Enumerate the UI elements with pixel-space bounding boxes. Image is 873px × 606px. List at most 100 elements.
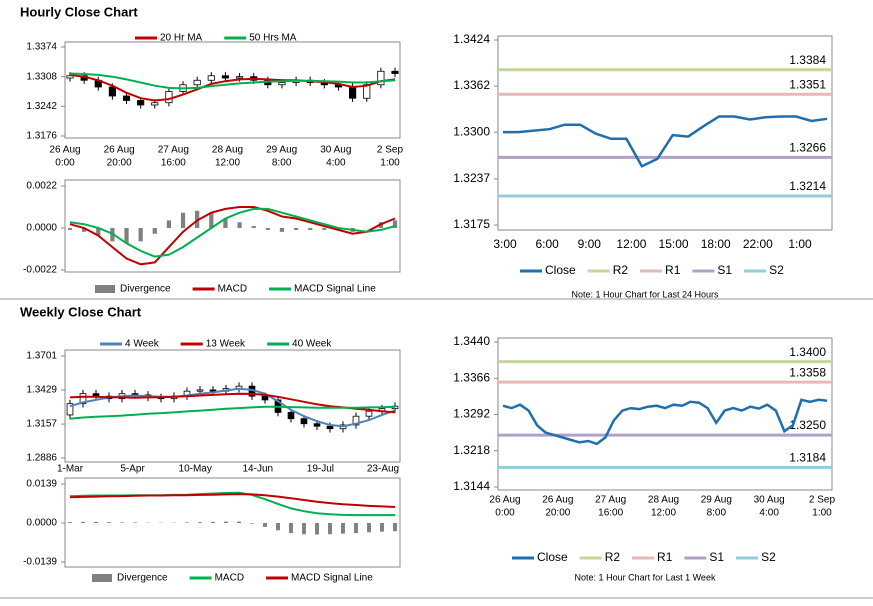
x-tick-label: 15:00: [659, 237, 689, 251]
x-tick-label: 29 Aug: [266, 145, 297, 156]
legend-label: 13 Week: [206, 339, 246, 350]
candle-body: [222, 76, 228, 78]
legend-label: S2: [761, 550, 776, 564]
divergence-bar: [198, 522, 202, 523]
y-tick-label: 1.3362: [453, 78, 490, 92]
y-tick-label: 1.3218: [453, 443, 490, 457]
candle-body: [301, 419, 307, 424]
x-tick-label: 19-Jul: [307, 464, 334, 475]
divergence-bar: [120, 522, 124, 523]
divergence-bar: [276, 523, 280, 530]
candle-body: [152, 103, 158, 105]
legend-label: MACD: [218, 284, 247, 295]
x-tick-label: 26 Aug: [489, 495, 520, 506]
divergence-bar: [139, 228, 143, 241]
candle-body: [349, 87, 355, 98]
candle-body: [123, 96, 129, 100]
legend-label: 50 Hrs MA: [249, 33, 297, 44]
legend-label: MACD: [215, 573, 244, 584]
x-tick-label: 10-May: [179, 464, 212, 475]
divergence-bar: [185, 522, 189, 523]
candle-body: [327, 426, 333, 429]
plot-frame: [65, 350, 400, 462]
x-tick-label: 12:00: [215, 158, 240, 169]
x-tick-label: 18:00: [701, 237, 731, 251]
x-tick-label: 22:00: [743, 237, 773, 251]
divergence-bar: [308, 228, 312, 230]
plot-frame: [498, 36, 832, 230]
divergence-bar: [250, 523, 254, 524]
level-label: 1.3351: [789, 77, 826, 91]
candle-body: [109, 87, 115, 96]
y-tick-label: 1.3144: [453, 479, 490, 493]
y-tick-label: 0.0000: [26, 223, 57, 234]
y-tick-label: 1.3157: [26, 419, 57, 430]
divergence-bar: [280, 228, 284, 232]
divergence-bar: [341, 523, 345, 534]
y-tick-label: 1.3237: [453, 171, 490, 185]
x-tick-label: 2 Sep: [377, 145, 404, 156]
x-tick-label: 1:00: [380, 158, 400, 169]
y-tick-label: 1.3701: [26, 351, 57, 362]
x-tick-label: 9:00: [578, 237, 602, 251]
divergence-bar: [211, 522, 215, 523]
x-tick-label: 5-Apr: [120, 464, 145, 475]
divergence-bar: [380, 523, 384, 532]
x-tick-label: 16:00: [598, 508, 623, 519]
y-tick-label: 1.3374: [26, 42, 57, 53]
divergence-bar: [224, 522, 228, 523]
y-tick-label: 1.3300: [453, 124, 490, 138]
divergence-bar: [153, 228, 157, 234]
x-tick-label: 23-Aug: [367, 464, 399, 475]
legend-swatch: [95, 285, 115, 293]
x-tick-label: 4:00: [326, 158, 346, 169]
x-tick-label: 8:00: [707, 508, 727, 519]
y-tick-label: 1.2886: [26, 453, 57, 464]
chart-title: Hourly Close Chart: [20, 4, 138, 19]
level-label: 1.3214: [789, 179, 826, 193]
legend-label: S1: [717, 263, 732, 277]
y-tick-label: 1.3176: [26, 131, 57, 142]
x-tick-label: 0:00: [495, 508, 515, 519]
x-tick-label: 1:00: [788, 237, 812, 251]
y-tick-label: 0.0000: [26, 518, 57, 529]
level-label: 1.3184: [789, 451, 826, 465]
candle-body: [279, 83, 285, 85]
x-tick-label: 27 Aug: [595, 495, 626, 506]
x-tick-label: 14-Jun: [243, 464, 274, 475]
divergence-bar: [328, 523, 332, 534]
y-tick-label: 1.3440: [453, 334, 490, 348]
divergence-bar: [252, 226, 256, 228]
candle-body: [366, 411, 372, 416]
divergence-bar: [322, 228, 326, 230]
x-tick-label: 4:00: [759, 508, 779, 519]
divergence-bar: [263, 523, 267, 527]
legend-label: 40 Week: [292, 339, 332, 350]
legend-label: S1: [709, 550, 724, 564]
series-line: [70, 394, 395, 413]
divergence-bar: [68, 522, 72, 523]
divergence-bar: [367, 523, 371, 532]
candle-body: [262, 396, 268, 400]
x-tick-label: 6:00: [535, 237, 559, 251]
y-tick-label: 1.3292: [453, 407, 490, 421]
level-label: 1.3384: [789, 53, 826, 67]
chart-title: Weekly Close Chart: [20, 304, 142, 319]
candle-body: [236, 77, 242, 78]
x-tick-label: 16:00: [161, 158, 186, 169]
legend-label: MACD Signal Line: [294, 284, 376, 295]
legend-label: Close: [545, 263, 576, 277]
divergence-bar: [237, 522, 241, 523]
divergence-bar: [315, 523, 319, 535]
legend-label: 20 Hr MA: [160, 33, 203, 44]
candle-body: [314, 424, 320, 427]
series-line: [70, 407, 395, 419]
divergence-bar: [354, 523, 358, 533]
legend-label: S2: [769, 263, 784, 277]
legend-label: Divergence: [117, 573, 168, 584]
legend-label: R1: [657, 550, 673, 564]
divergence-bar: [107, 522, 111, 523]
x-tick-label: 12:00: [651, 508, 676, 519]
legend-swatch: [92, 574, 112, 582]
